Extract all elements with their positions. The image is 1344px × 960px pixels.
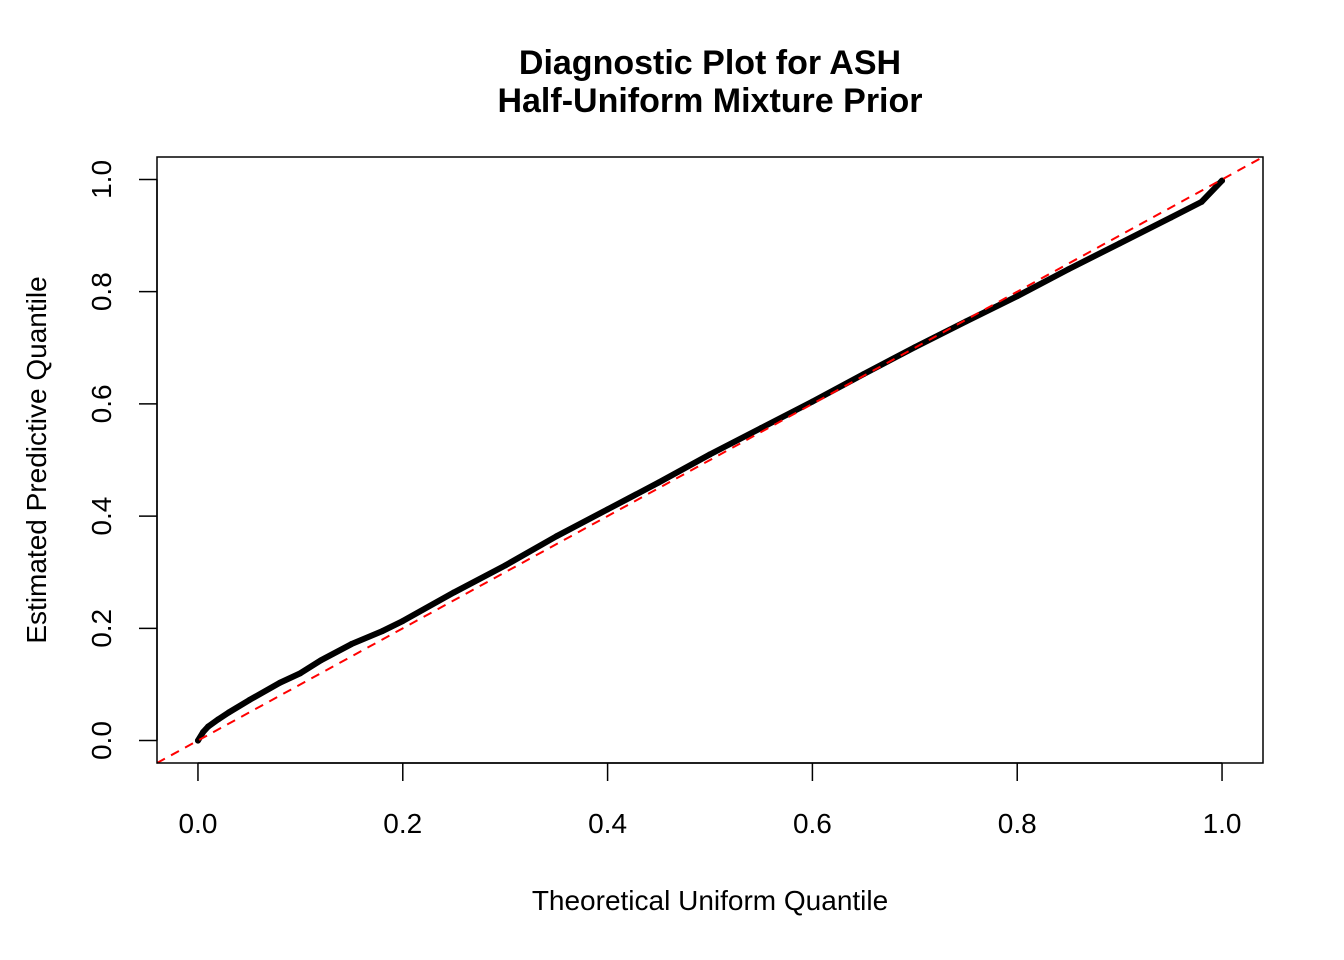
qq-point: [1116, 240, 1123, 247]
qq-point: [502, 562, 509, 569]
qq-point: [553, 533, 560, 540]
x-tick-label: 1.0: [1203, 808, 1242, 839]
qq-point: [399, 618, 406, 625]
qq-point: [450, 589, 457, 596]
qq-point: [758, 425, 765, 432]
y-axis-label: Estimated Predictive Quantile: [21, 276, 52, 643]
qq-point: [215, 716, 222, 723]
y-tick-label: 0.8: [86, 272, 117, 311]
y-axis: 0.0 0.2 0.4 0.6 0.8 1.0: [86, 160, 158, 760]
qq-point: [200, 729, 207, 736]
qq-points-series: [194, 177, 1226, 744]
qq-point: [348, 641, 355, 648]
x-tick-label: 0.0: [178, 808, 217, 839]
x-tick-label: 0.4: [588, 808, 627, 839]
y-tick-label: 1.0: [86, 160, 117, 199]
qq-point: [963, 318, 970, 325]
qq-point: [604, 506, 611, 513]
qq-point: [809, 398, 816, 405]
chart-subtitle: Half-Uniform Mixture Prior: [497, 82, 922, 120]
qq-point: [655, 479, 662, 486]
qq-point: [1219, 177, 1226, 184]
qq-point: [379, 628, 386, 635]
plot-area: [156, 156, 1264, 764]
qq-point: [1167, 214, 1174, 221]
y-tick-label: 0.6: [86, 384, 117, 423]
qq-point: [1065, 266, 1072, 273]
x-tick-label: 0.8: [998, 808, 1037, 839]
y-tick-label: 0.2: [86, 609, 117, 648]
x-tick-label: 0.6: [793, 808, 832, 839]
x-axis-label: Theoretical Uniform Quantile: [532, 885, 888, 916]
x-axis: 0.0 0.2 0.4 0.6 0.8 1.0: [178, 762, 1242, 839]
qq-point: [1198, 198, 1205, 205]
qq-point: [707, 451, 713, 458]
x-tick-label: 0.2: [383, 808, 422, 839]
chart-title: Diagnostic Plot for ASH: [519, 44, 901, 82]
reference-line: [156, 156, 1264, 764]
qq-point: [246, 697, 253, 704]
y-tick-label: 0.0: [86, 721, 117, 760]
qq-point: [1014, 293, 1021, 300]
qq-point: [205, 723, 212, 730]
qq-point: [225, 709, 232, 716]
y-tick-label: 0.4: [86, 497, 117, 536]
qq-point: [297, 670, 304, 677]
qq-point: [317, 657, 324, 664]
qq-point: [276, 679, 283, 686]
